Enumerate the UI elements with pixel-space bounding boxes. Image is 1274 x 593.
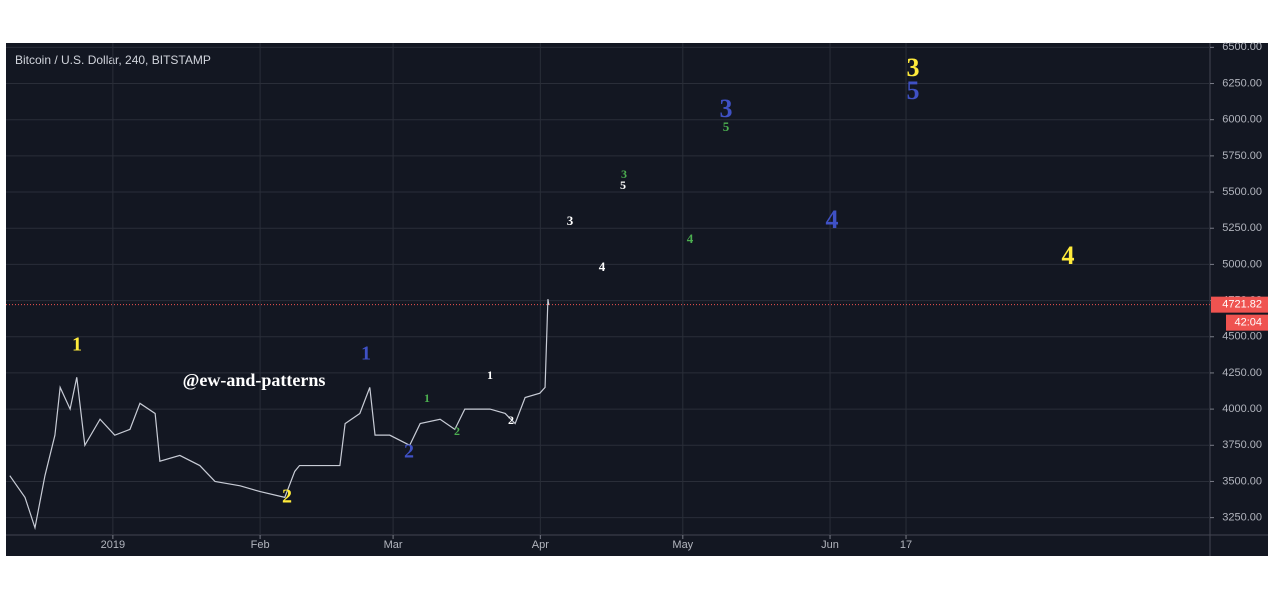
wave-label: 2 (404, 441, 414, 463)
wave-label: 1 (487, 368, 493, 382)
wave-label: 2 (282, 486, 292, 508)
wave-label: 2 (508, 413, 514, 427)
y-tick-label: 5250.00 (1222, 222, 1262, 234)
y-tick-label: 6000.00 (1222, 114, 1262, 126)
x-tick-label: May (672, 539, 693, 551)
countdown-box (1226, 314, 1268, 331)
y-tick-label: 3750.00 (1222, 439, 1262, 451)
y-tick-label: 5750.00 (1222, 150, 1262, 162)
price-line (9, 299, 550, 531)
last-price-label: 4721.82 (1222, 299, 1262, 311)
wave-label: 5 (907, 76, 920, 105)
x-tick-label: 2019 (101, 539, 125, 551)
y-tick-label: 6500.00 (1222, 41, 1262, 53)
y-tick-label: 6250.00 (1222, 77, 1262, 89)
x-tick-label: Jun (821, 539, 839, 551)
wave-label: 1 (424, 391, 430, 405)
y-tick-label: 3250.00 (1222, 512, 1262, 524)
wave-label: 4 (826, 205, 839, 234)
wave-label: 3 (907, 53, 920, 82)
wave-label: 1 (361, 343, 371, 365)
wave-label: 4 (1062, 241, 1075, 270)
wave-label: 1 (72, 334, 82, 356)
y-tick-label: 5500.00 (1222, 186, 1262, 198)
x-tick-label: Feb (251, 539, 270, 551)
y-tick-label: 4000.00 (1222, 403, 1262, 415)
y-tick-label: 5000.00 (1222, 258, 1262, 270)
wave-label: 5 (620, 178, 626, 192)
wave-label: 2 (454, 424, 460, 438)
wave-label: 4 (687, 231, 694, 246)
y-tick-label: 4500.00 (1222, 331, 1262, 343)
wave-label: 3 (567, 213, 574, 228)
x-tick-label: Apr (532, 539, 549, 551)
x-tick-label: Mar (384, 539, 403, 551)
wave-label: 3 (720, 94, 733, 123)
wave-label: 3 (621, 167, 627, 181)
wave-label: 5 (723, 119, 730, 134)
last-price-box (1211, 296, 1268, 313)
x-tick-label: 17 (900, 539, 912, 551)
y-tick-label: 4250.00 (1222, 367, 1262, 379)
wave-label: 4 (599, 259, 606, 274)
wave-label: @ew-and-patterns (183, 370, 326, 390)
countdown-label: 42:04 (1234, 317, 1262, 329)
y-tick-label: 3500.00 (1222, 475, 1262, 487)
chart-panel (6, 43, 1268, 556)
